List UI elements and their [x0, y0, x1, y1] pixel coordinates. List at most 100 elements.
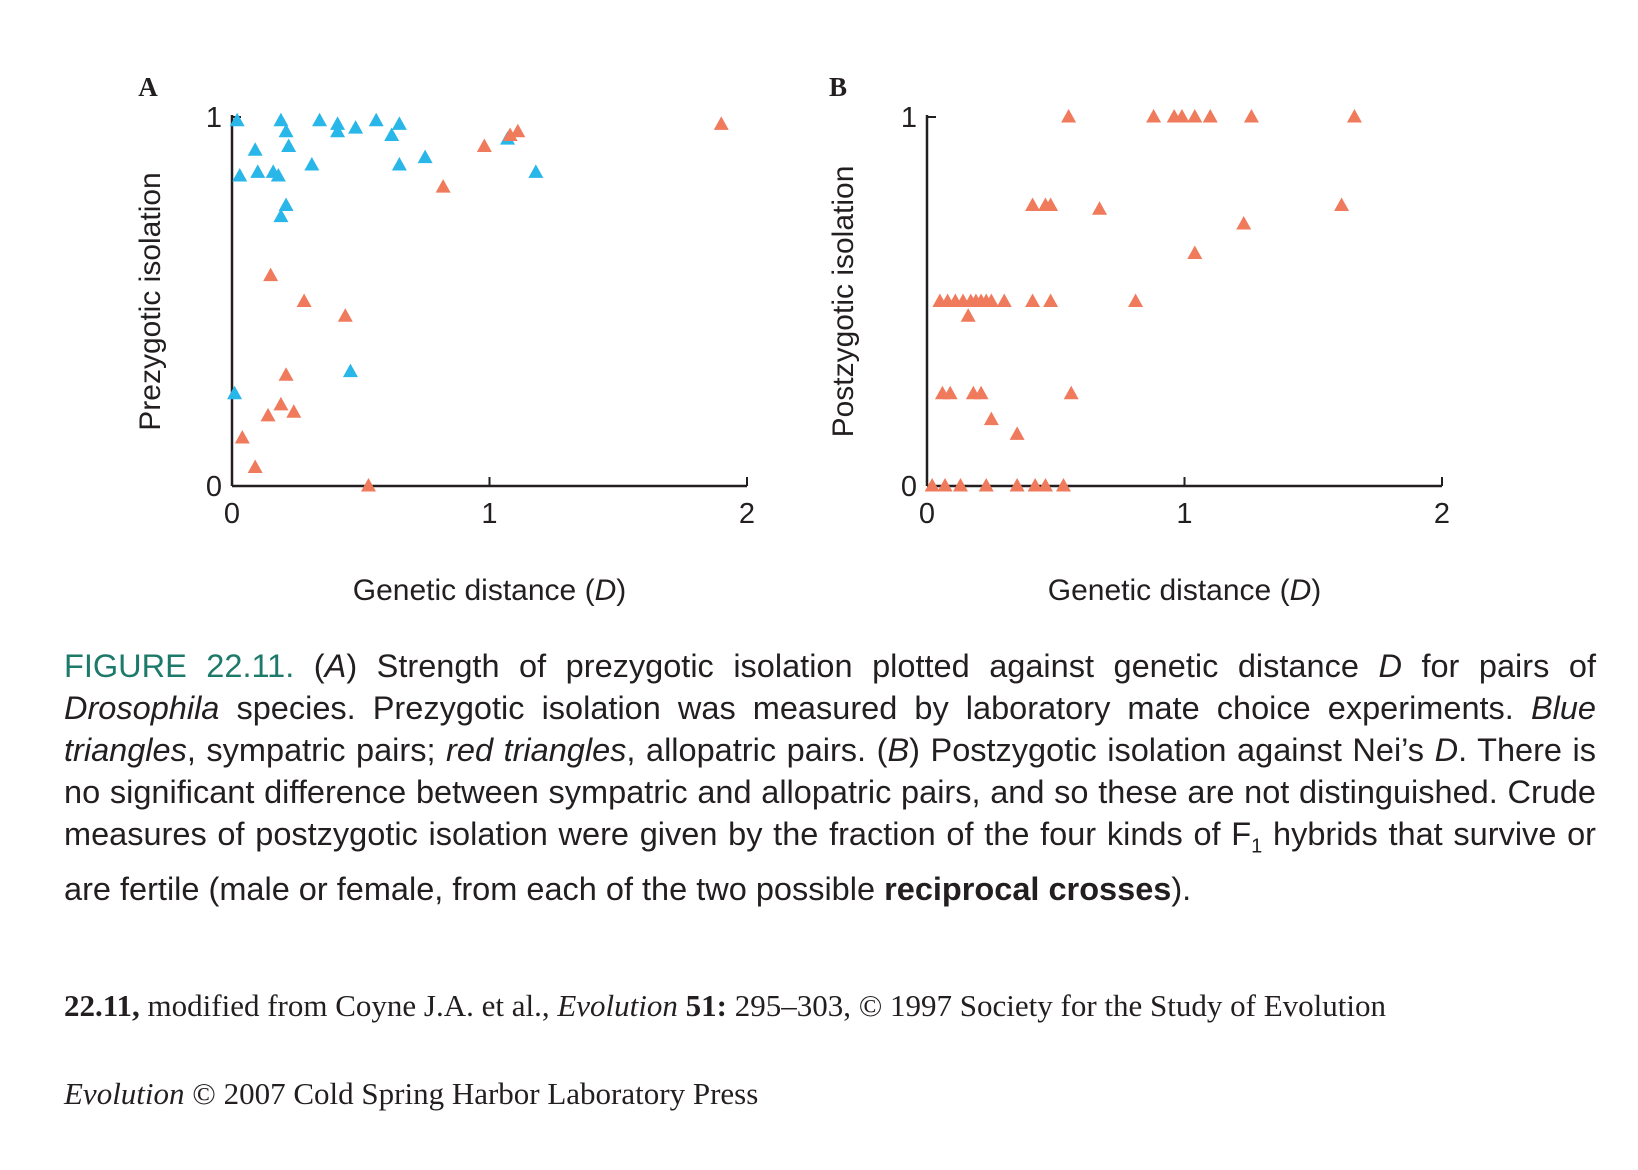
red-triangle-point [1187, 245, 1203, 260]
red-triangle-point [973, 385, 989, 400]
blue-triangle-point [247, 142, 263, 156]
blue-triangle-point [278, 123, 294, 138]
red-triangle-point [1025, 293, 1041, 307]
red-triangle-point [263, 267, 279, 282]
x-tick-label: 0 [224, 498, 240, 530]
figure-charts: A 0 1 2 0 1 Genetic distance (D) Prezygotic iso… [134, 72, 1450, 607]
red-triangle-point [286, 404, 302, 418]
red-triangle-point [960, 308, 976, 322]
caption-italic: D [1378, 648, 1402, 684]
credit-volume: 51: [677, 988, 727, 1023]
red-triangle-point [510, 123, 526, 138]
red-triangle-point [1334, 197, 1350, 212]
blue-triangle-point [273, 112, 289, 127]
copyright-title: Evolution [64, 1076, 185, 1111]
red-triangle-point [260, 407, 276, 422]
y-axis-label: Prezygotic isolation [134, 172, 167, 430]
red-triangle-point [337, 308, 353, 322]
credit-figure-number: 22.11, [64, 988, 140, 1023]
red-triangle-point [360, 478, 376, 492]
red-triangle-point [942, 385, 958, 400]
caption-text: species. Prezygotic isolation was measur… [219, 690, 1531, 726]
red-triangle-point [996, 293, 1012, 307]
caption-text: ) Postzygotic isolation against Nei’s [909, 732, 1435, 768]
x-axis-label: Genetic distance (D) [353, 574, 626, 607]
blue-triangle-point [312, 112, 328, 127]
caption-text: ( [313, 648, 325, 684]
red-triangle-point [924, 478, 940, 492]
caption-text: , sympatric pairs; [186, 732, 447, 768]
x-tick-label: 2 [1434, 498, 1450, 530]
panel-a: A 0 1 2 0 1 Genetic distance (D) Prezygotic iso… [134, 72, 755, 607]
red-triangle-point [502, 127, 518, 141]
blue-triangle-point [330, 123, 346, 138]
caption-subscript: 1 [1251, 835, 1263, 858]
blue-triangle-point [229, 112, 245, 127]
red-triangle-point [278, 367, 294, 381]
caption-text: ). [1171, 870, 1192, 907]
copyright-text: © 2007 Cold Spring Harbor Laboratory Pre… [184, 1076, 759, 1111]
red-triangle-point [1236, 216, 1252, 230]
blue-triangle-point [227, 385, 243, 400]
red-triangle-point [1187, 109, 1203, 123]
red-triangle-point [1025, 197, 1041, 212]
caption-italic: Blue triangles [64, 690, 1596, 768]
caption-text: . There is no significant difference bet… [64, 732, 1597, 852]
caption-italic: red triangles [446, 732, 627, 768]
red-triangle-point [1009, 426, 1025, 440]
credit-journal: Evolution [557, 988, 678, 1023]
red-triangle-point [713, 116, 729, 130]
caption-text: hybrids that survive or are fertile (mal… [64, 816, 1596, 907]
x-tick-label: 2 [739, 498, 755, 530]
blue-triangle-point [304, 156, 320, 171]
figure-caption: FIGURE 22.11. (A) Strength of prezygotic… [64, 645, 1596, 910]
caption-text: , allopatric pairs. ( [626, 732, 888, 768]
red-triangle-point [234, 430, 250, 444]
red-triangle-point [1043, 197, 1059, 212]
source-credit: 22.11, modified from Coyne J.A. et al., … [64, 988, 1386, 1024]
red-triangle-point [1061, 109, 1077, 123]
caption-text: ) Strength of prezygotic isolation plott… [346, 648, 1379, 684]
red-triangle-point [1146, 109, 1162, 123]
y-tick-label: 1 [901, 102, 917, 134]
red-triangle-point [1243, 109, 1259, 123]
blue-triangle-point [281, 138, 297, 153]
x-tick-label: 1 [481, 498, 497, 530]
red-triangle-point [296, 293, 312, 307]
panel-label: B [829, 72, 847, 102]
blue-triangle-point [417, 149, 433, 164]
blue-triangle-point [278, 197, 294, 212]
red-triangle-point [983, 411, 999, 426]
blue-triangle-point [528, 164, 544, 178]
red-triangle-point [1174, 109, 1190, 123]
panel-b: B 0 1 2 0 1 Genetic distance (D) Postzygotic is… [827, 72, 1450, 607]
red-triangle-point [1092, 201, 1108, 215]
red-triangle-point [1128, 293, 1144, 307]
x-tick-label: 0 [919, 498, 935, 530]
red-triangle-point [273, 396, 289, 411]
blue-triangle-point [270, 168, 286, 182]
y-tick-label: 0 [901, 471, 917, 503]
red-triangle-point [1043, 293, 1059, 307]
red-triangle-point [952, 478, 968, 492]
credit-text: modified from Coyne J.A. et al., [139, 988, 558, 1023]
red-triangle-point [978, 478, 994, 492]
red-triangle-point [937, 478, 953, 492]
red-triangle-point [1063, 385, 1079, 400]
caption-italic: B [887, 732, 910, 768]
y-tick-label: 0 [206, 471, 222, 503]
blue-triangle-point [342, 363, 358, 378]
red-triangle-point [1037, 478, 1053, 492]
panel-label: A [138, 72, 158, 102]
red-triangle-point [476, 138, 492, 153]
y-tick-label: 1 [206, 102, 222, 134]
blue-triangle-point [348, 120, 364, 134]
blue-triangle-point [232, 168, 248, 182]
caption-text: for pairs of [1401, 648, 1596, 684]
caption-italic: D [1434, 732, 1459, 768]
red-triangle-point [1009, 478, 1025, 492]
credit-text: 295–303, © 1997 Society for the Study of… [726, 988, 1386, 1023]
red-triangle-point [247, 459, 263, 474]
caption-bold: reciprocal crosses [884, 870, 1172, 907]
blue-triangle-point [330, 116, 346, 130]
